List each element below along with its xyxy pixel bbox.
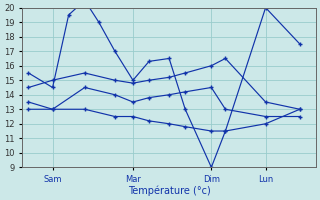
X-axis label: Température (°c): Température (°c) — [128, 185, 211, 196]
